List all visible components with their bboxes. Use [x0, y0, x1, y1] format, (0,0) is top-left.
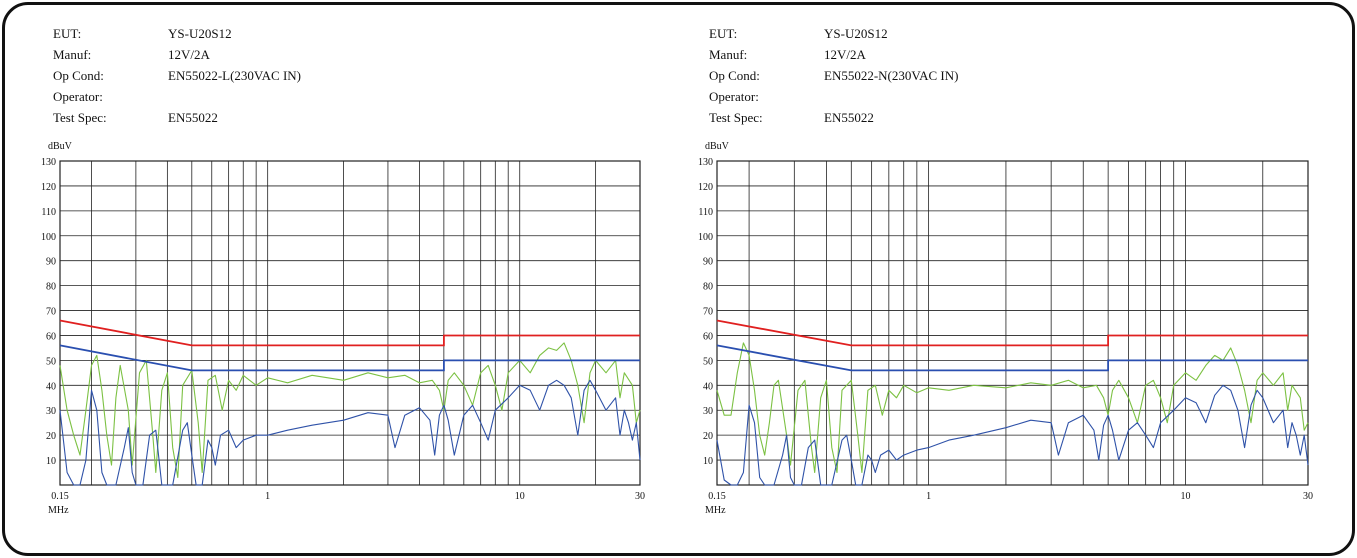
- meta-value-op-cond: EN55022-N(230VAC IN): [824, 68, 959, 83]
- meta-value-op-cond: EN55022-L(230VAC IN): [168, 68, 301, 83]
- y-tick-label: 120: [41, 182, 56, 193]
- meta-value-test-spec: EN55022: [168, 110, 218, 125]
- y-tick-label: 20: [703, 431, 713, 442]
- meta-value-manuf: 12V/2A: [168, 47, 210, 62]
- y-axis-label: dBuV: [705, 141, 730, 152]
- y-tick-label: 50: [46, 356, 56, 367]
- y-tick-label: 70: [703, 307, 713, 318]
- meta-value-eut: YS-U20S12: [168, 26, 232, 41]
- x-axis-label: MHz: [705, 505, 726, 516]
- meta-key-op-cond: Op Cond:: [53, 68, 104, 83]
- plot-area: [716, 160, 1309, 486]
- y-tick-label: 20: [46, 431, 56, 442]
- y-tick-label: 10: [703, 456, 713, 467]
- chart-panel-left: EUT: YS-U20S12 Manuf: 12V/2A Op Cond: EN…: [41, 26, 645, 516]
- y-tick-label: 30: [703, 406, 713, 417]
- x-tick-label: 0.15: [708, 491, 726, 502]
- x-tick-label: 30: [635, 491, 645, 502]
- y-tick-label: 90: [46, 257, 56, 268]
- meta-key-eut: EUT:: [709, 26, 738, 41]
- quasi-peak-trace: [59, 342, 641, 479]
- meta-value-test-spec: EN55022: [824, 110, 874, 125]
- y-tick-label: 100: [698, 232, 713, 243]
- y-tick-label: 120: [698, 182, 713, 193]
- x-tick-label: 10: [1180, 491, 1190, 502]
- meta-key-operator: Operator:: [709, 89, 759, 104]
- plot-area: [59, 160, 641, 486]
- y-tick-label: 110: [41, 207, 56, 218]
- y-tick-label: 60: [46, 331, 56, 342]
- x-tick-label: 0.15: [51, 491, 69, 502]
- x-tick-label: 1: [265, 491, 270, 502]
- y-tick-label: 30: [46, 406, 56, 417]
- meta-key-test-spec: Test Spec:: [709, 110, 763, 125]
- meta-value-manuf: 12V/2A: [824, 47, 866, 62]
- y-tick-label: 50: [703, 356, 713, 367]
- meta-key-manuf: Manuf:: [709, 47, 748, 62]
- y-axis-label: dBuV: [48, 141, 73, 152]
- meta-value-eut: YS-U20S12: [824, 26, 888, 41]
- average-trace: [59, 379, 641, 486]
- test-info-block: EUT: YS-U20S12 Manuf: 12V/2A Op Cond: EN…: [709, 26, 1129, 136]
- quasi-peak-limit-line: [59, 319, 640, 347]
- meta-key-test-spec: Test Spec:: [53, 110, 107, 125]
- meta-key-operator: Operator:: [53, 89, 103, 104]
- y-tick-label: 130: [698, 157, 713, 168]
- y-tick-label: 60: [703, 331, 713, 342]
- y-tick-label: 90: [703, 257, 713, 268]
- x-axis-label: MHz: [48, 505, 69, 516]
- y-tick-label: 80: [46, 282, 56, 293]
- quasi-peak-trace: [716, 342, 1309, 474]
- quasi-peak-limit-line: [716, 319, 1308, 347]
- average-trace: [716, 384, 1309, 486]
- meta-key-eut: EUT:: [53, 26, 82, 41]
- y-tick-label: 70: [46, 307, 56, 318]
- x-tick-label: 30: [1303, 491, 1313, 502]
- y-tick-label: 10: [46, 456, 56, 467]
- y-tick-label: 40: [46, 381, 56, 392]
- test-info-block: EUT: YS-U20S12 Manuf: 12V/2A Op Cond: EN…: [53, 26, 473, 136]
- y-tick-label: 80: [703, 282, 713, 293]
- x-tick-label: 1: [926, 491, 931, 502]
- meta-key-op-cond: Op Cond:: [709, 68, 760, 83]
- y-tick-label: 40: [703, 381, 713, 392]
- chart-panel-right: EUT: YS-U20S12 Manuf: 12V/2A Op Cond: EN…: [665, 0, 1345, 558]
- average-limit-line: [59, 344, 640, 372]
- y-tick-label: 100: [41, 232, 56, 243]
- average-limit-line: [716, 344, 1308, 372]
- y-tick-label: 130: [41, 157, 56, 168]
- meta-key-manuf: Manuf:: [53, 47, 92, 62]
- x-tick-label: 10: [515, 491, 525, 502]
- y-tick-label: 110: [698, 207, 713, 218]
